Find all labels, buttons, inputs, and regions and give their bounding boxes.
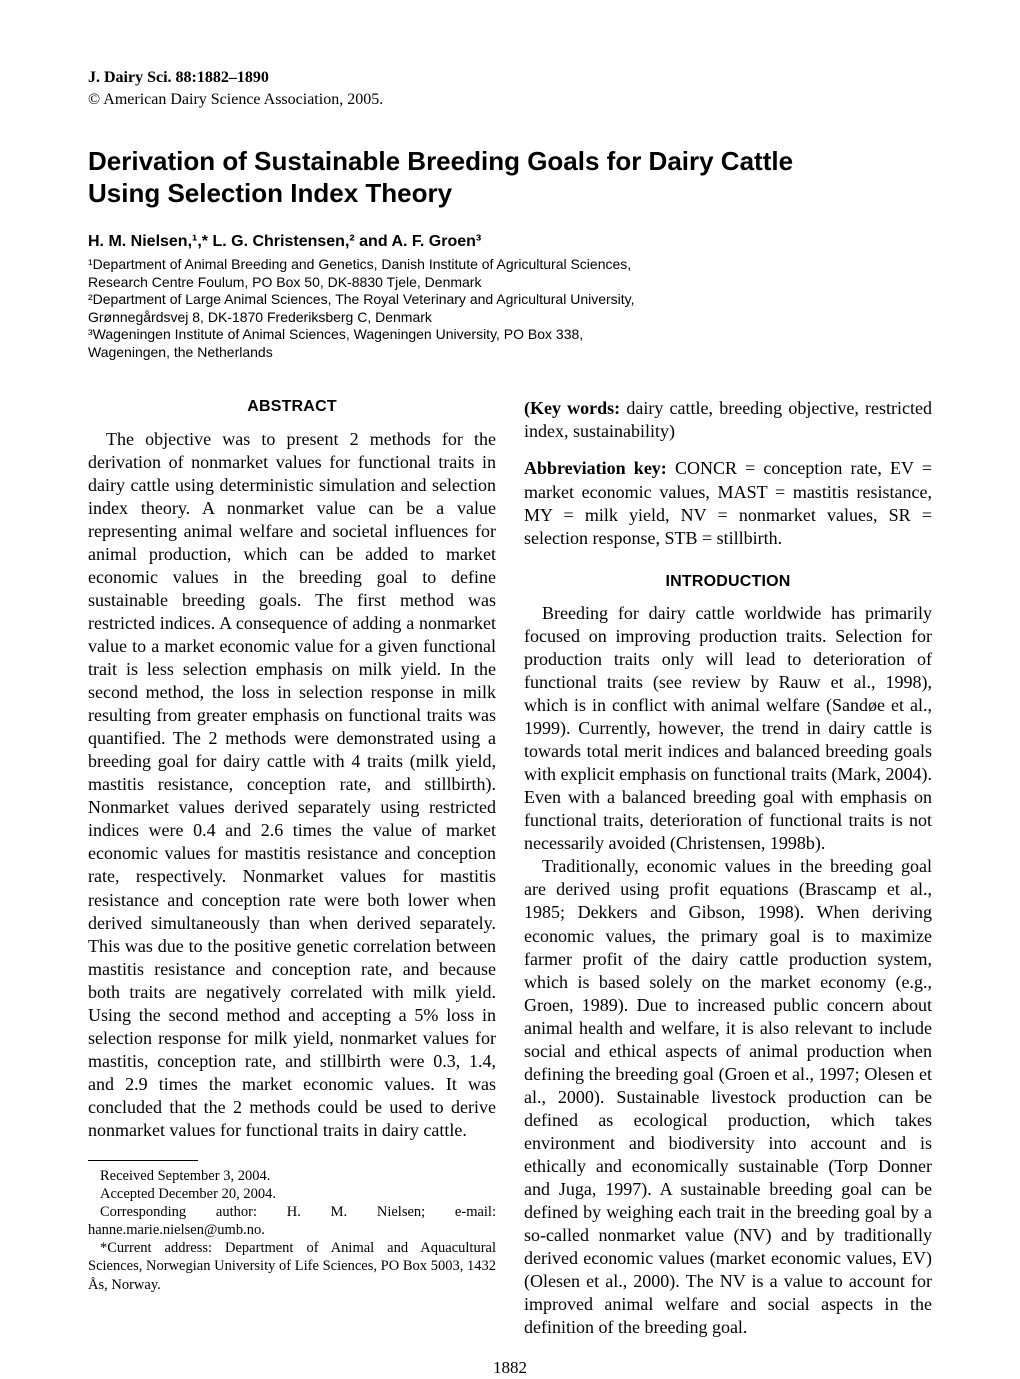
footnote-current-address: *Current address: Department of Animal a…	[88, 1239, 496, 1293]
footnotes-block: Received September 3, 2004. Accepted Dec…	[88, 1167, 496, 1294]
authors-line: H. M. Nielsen,¹,* L. G. Christensen,² an…	[88, 232, 932, 252]
two-column-body: ABSTRACT The objective was to present 2 …	[88, 397, 932, 1339]
journal-citation: J. Dairy Sci. 88:1882–1890	[88, 68, 932, 88]
right-column: (Key words: dairy cattle, breeding objec…	[524, 397, 932, 1339]
abstract-heading: ABSTRACT	[88, 397, 496, 417]
abstract-text: The objective was to present 2 methods f…	[88, 428, 496, 1142]
introduction-paragraph-2: Traditionally, economic values in the br…	[524, 855, 932, 1339]
abbreviation-key-label: Abbreviation key:	[524, 458, 667, 478]
keywords-label: (Key words:	[524, 398, 620, 418]
footnote-corresponding-author: Corresponding author: H. M. Nielsen; e-m…	[88, 1203, 496, 1239]
title-line-1: Derivation of Sustainable Breeding Goals…	[88, 146, 793, 176]
affiliations: ¹Department of Animal Breeding and Genet…	[88, 256, 932, 361]
page-number: 1882	[88, 1357, 932, 1379]
affiliation-line: ³Wageningen Institute of Animal Sciences…	[88, 326, 932, 344]
keywords-paragraph: (Key words: dairy cattle, breeding objec…	[524, 397, 932, 443]
affiliation-line: Wageningen, the Netherlands	[88, 344, 932, 362]
abbreviation-key-paragraph: Abbreviation key: CONCR = conception rat…	[524, 457, 932, 549]
introduction-paragraph-1: Breeding for dairy cattle worldwide has …	[524, 602, 932, 855]
left-column: ABSTRACT The objective was to present 2 …	[88, 397, 496, 1339]
footnote-accepted: Accepted December 20, 2004.	[88, 1185, 496, 1203]
copyright-line: © American Dairy Science Association, 20…	[88, 90, 932, 110]
footnote-separator	[88, 1160, 198, 1161]
affiliation-line: Research Centre Foulum, PO Box 50, DK-88…	[88, 274, 932, 292]
affiliation-line: ¹Department of Animal Breeding and Genet…	[88, 256, 932, 274]
title-line-2: Using Selection Index Theory	[88, 178, 452, 208]
footnote-received: Received September 3, 2004.	[88, 1167, 496, 1185]
article-title: Derivation of Sustainable Breeding Goals…	[88, 145, 932, 210]
affiliation-line: Grønnegårdsvej 8, DK-1870 Frederiksberg …	[88, 309, 932, 327]
affiliation-line: ²Department of Large Animal Sciences, Th…	[88, 291, 932, 309]
introduction-heading: INTRODUCTION	[524, 572, 932, 592]
